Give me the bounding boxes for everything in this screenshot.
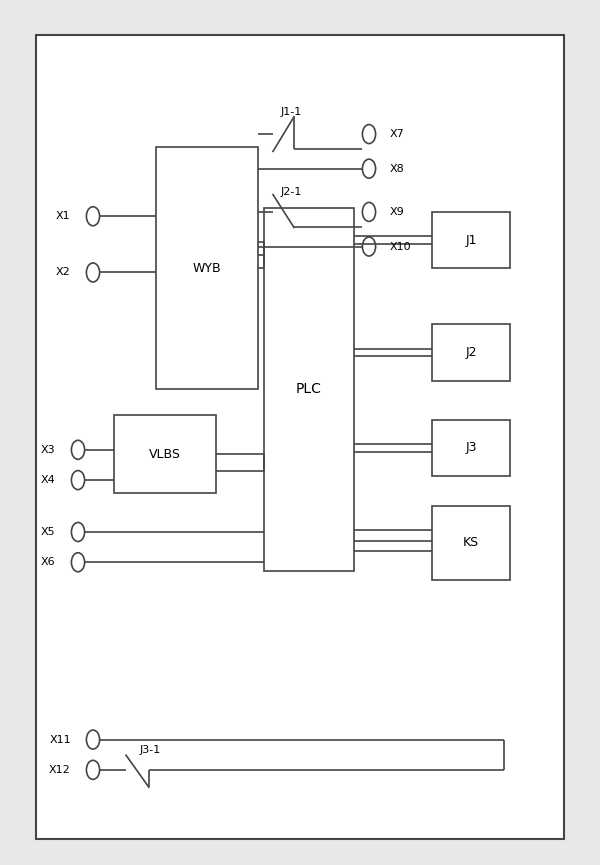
Text: X1: X1 [56,211,70,221]
Bar [156,147,258,389]
Text: X3: X3 [41,445,55,455]
Text: J2-1: J2-1 [280,187,302,197]
Text: J2: J2 [465,346,477,359]
Text: X9: X9 [390,207,405,217]
Circle shape [71,471,85,490]
Text: J3-1: J3-1 [139,745,161,755]
Bar [432,420,510,476]
Bar [432,506,510,580]
Bar [114,415,216,493]
Text: PLC: PLC [296,382,322,396]
Text: KS: KS [463,536,479,549]
Circle shape [362,125,376,144]
Text: X11: X11 [49,734,71,745]
Text: X12: X12 [49,765,71,775]
Bar [432,324,510,381]
Text: VLBS: VLBS [149,447,181,461]
Circle shape [71,553,85,572]
Bar [432,212,510,268]
Circle shape [71,522,85,541]
Text: X7: X7 [390,129,405,139]
Text: X10: X10 [390,241,412,252]
Text: X5: X5 [41,527,55,537]
Circle shape [362,159,376,178]
Bar [264,208,354,571]
Circle shape [86,263,100,282]
Text: X2: X2 [56,267,70,278]
Circle shape [71,440,85,459]
Text: X8: X8 [390,163,405,174]
Text: WYB: WYB [193,261,221,275]
Circle shape [362,202,376,221]
Text: X6: X6 [41,557,55,567]
Circle shape [86,207,100,226]
Text: X4: X4 [41,475,55,485]
Circle shape [86,730,100,749]
Circle shape [362,237,376,256]
Text: J1-1: J1-1 [280,107,302,118]
Text: J1: J1 [465,234,477,247]
Bar [36,35,564,839]
Text: J3: J3 [465,441,477,454]
Circle shape [86,760,100,779]
